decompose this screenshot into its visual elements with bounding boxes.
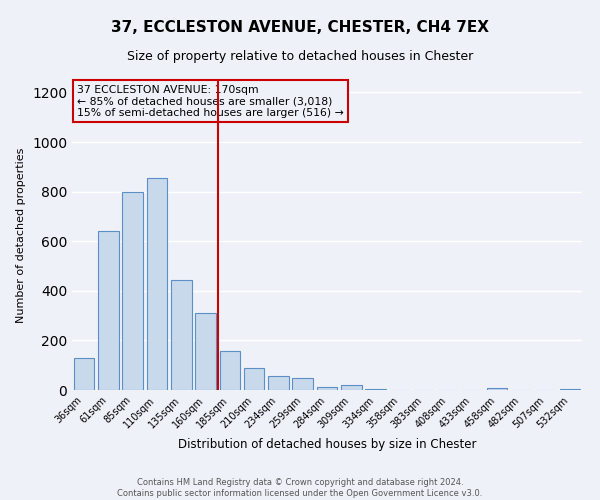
Y-axis label: Number of detached properties: Number of detached properties [16, 148, 26, 322]
Bar [220, 351, 240, 390]
Text: Size of property relative to detached houses in Chester: Size of property relative to detached ho… [127, 50, 473, 63]
Bar [560, 389, 580, 390]
Text: 37, ECCLESTON AVENUE, CHESTER, CH4 7EX: 37, ECCLESTON AVENUE, CHESTER, CH4 7EX [111, 20, 489, 35]
Bar [317, 386, 337, 390]
Bar [292, 378, 313, 390]
Bar [487, 388, 508, 390]
Bar [341, 385, 362, 390]
Bar [122, 192, 143, 390]
Text: Contains HM Land Registry data © Crown copyright and database right 2024.
Contai: Contains HM Land Registry data © Crown c… [118, 478, 482, 498]
Bar [365, 389, 386, 390]
Text: 37 ECCLESTON AVENUE: 170sqm
← 85% of detached houses are smaller (3,018)
15% of : 37 ECCLESTON AVENUE: 170sqm ← 85% of det… [77, 84, 344, 118]
Bar [98, 232, 119, 390]
Bar [195, 313, 216, 390]
X-axis label: Distribution of detached houses by size in Chester: Distribution of detached houses by size … [178, 438, 476, 451]
Bar [171, 280, 191, 390]
Bar [244, 368, 265, 390]
Bar [268, 376, 289, 390]
Bar [74, 358, 94, 390]
Bar [146, 178, 167, 390]
